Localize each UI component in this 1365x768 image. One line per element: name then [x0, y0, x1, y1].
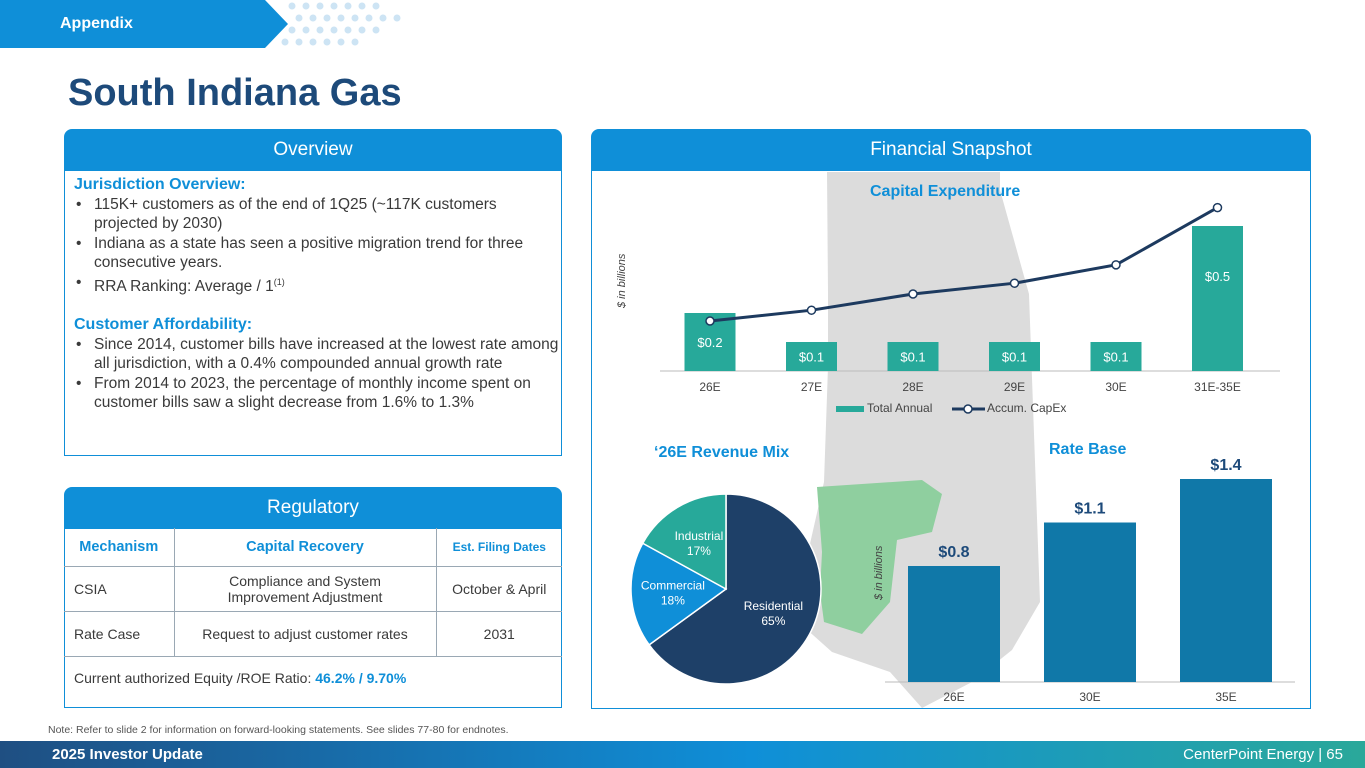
page-title: South Indiana Gas [68, 72, 402, 114]
capex-tick-label: 27E [801, 380, 822, 394]
overview-header: Overview [64, 129, 562, 171]
rate-base-tick-label: 35E [1215, 690, 1236, 704]
column-header: Est. Filing Dates [436, 528, 562, 567]
legend-label-total: Total Annual [867, 401, 932, 415]
rate-base-bar-label: $1.1 [1074, 501, 1105, 518]
table-cell: CSIA [64, 566, 175, 612]
capex-accum-point [1212, 202, 1223, 213]
capex-bar [1090, 342, 1142, 371]
capex-accum-point [806, 305, 817, 315]
equity-ratio-cell: Current authorized Equity /ROE Ratio: 46… [64, 656, 562, 699]
table-row: Current authorized Equity /ROE Ratio: 46… [64, 656, 562, 699]
capex-accum-point [1111, 260, 1121, 270]
table-cell: Compliance and System Improvement Adjust… [174, 566, 437, 612]
footer-bar: 2025 Investor Update CenterPoint Energy … [0, 741, 1365, 768]
equity-ratio-value: 46.2% / 9.70% [315, 669, 407, 686]
capex-bar [989, 342, 1040, 371]
pie-slice-label: Industrial [675, 529, 724, 543]
jurisdiction-list: 115K+ customers as of the end of 1Q25 (~… [74, 195, 559, 297]
footnote-marker: (1) [273, 276, 285, 287]
rra-ranking-text: RRA Ranking: Average / 1 [94, 277, 274, 295]
rate-base-bar [908, 566, 1000, 682]
capex-chart-title: Capital Expenditure [870, 183, 1021, 200]
pie-slice-value: 65% [761, 614, 785, 628]
capex-accum-point [908, 289, 918, 299]
capex-axis-note: $ in billions [616, 253, 628, 308]
column-header: Mechanism [64, 528, 175, 567]
capex-accum-point [1009, 278, 1020, 288]
table-header-row: Mechanism Capital Recovery Est. Filing D… [64, 528, 562, 567]
capex-accum-point [705, 316, 715, 326]
appendix-label: Appendix [60, 15, 133, 32]
capex-chart: $0.2 26E $0.1 27E $0.1 28E $0.1 29E $0.1 30E $0.5 3… [660, 202, 1280, 415]
rate-base-tick-label: 26E [943, 690, 964, 704]
capex-tick-label: 26E [699, 380, 720, 394]
footer-left: 2025 Investor Update [52, 746, 203, 763]
table-cell: 2031 [436, 611, 562, 657]
financial-panel [591, 171, 1311, 709]
list-item: Since 2014, customer bills have increase… [74, 335, 559, 374]
affordability-heading: Customer Affordability: [74, 316, 253, 333]
capex-bar-label: $0.1 [900, 350, 925, 365]
regulatory-header: Regulatory [64, 487, 562, 529]
list-item: 115K+ customers as of the end of 1Q25 (~… [74, 195, 559, 234]
footer-right: CenterPoint Energy | 65 [1183, 746, 1343, 763]
capex-bar [1192, 226, 1243, 371]
table-cell: Rate Case [64, 611, 175, 657]
rate-base-bar [1044, 522, 1136, 682]
rate-base-title: Rate Base [1049, 441, 1127, 458]
pie-slice-residential [648, 493, 822, 685]
rate-base-bar [1180, 479, 1272, 682]
pie-slice-value: 18% [661, 593, 685, 607]
capex-bar-label: $0.1 [1002, 350, 1027, 365]
capex-bar [887, 342, 939, 371]
legend-label-accum: Accum. CapEx [987, 401, 1066, 415]
list-item: RRA Ranking: Average / 1(1) [74, 273, 559, 297]
rate-base-bar-label: $0.8 [938, 544, 969, 561]
capex-accum-line [709, 206, 1219, 323]
jurisdiction-heading: Jurisdiction Overview: [74, 176, 246, 193]
capex-tick-label: 31E-35E [1194, 380, 1241, 394]
pie-slice-label: Residential [744, 599, 803, 613]
revenue-mix-title: ‘26E Revenue Mix [654, 444, 790, 461]
capex-bar-label: $0.5 [1205, 269, 1230, 284]
overview-panel [64, 171, 562, 456]
column-header: Capital Recovery [174, 528, 437, 567]
capex-tick-label: 28E [902, 380, 923, 394]
table-cell: October & April [436, 566, 562, 612]
overview-body: Jurisdiction Overview: 115K+ customers a… [74, 175, 559, 413]
regulatory-table: Mechanism Capital Recovery Est. Filing D… [64, 528, 562, 699]
list-item: Indiana as a state has seen a positive m… [74, 234, 559, 273]
capex-bar [786, 342, 837, 371]
footnote: Note: Refer to slide 2 for information o… [48, 724, 509, 736]
capex-bar-label: $0.1 [1103, 350, 1128, 365]
table-cell: Request to adjust customer rates [174, 611, 437, 657]
financial-header: Financial Snapshot [591, 129, 1311, 171]
table-row: CSIA Compliance and System Improvement A… [64, 566, 562, 612]
pie-slice-value: 17% [687, 544, 711, 558]
equity-ratio-label: Current authorized Equity /ROE Ratio: [74, 669, 312, 686]
pie-slice-label: Commercial [641, 578, 705, 592]
rate-base-bar-label: $1.4 [1210, 457, 1241, 474]
appendix-tab-shape [0, 0, 288, 48]
capex-tick-label: 29E [1004, 380, 1025, 394]
affordability-list: Since 2014, customer bills have increase… [74, 335, 559, 413]
pie-slice-industrial [641, 493, 727, 591]
capex-bar-label: $0.2 [697, 335, 722, 350]
legend-swatch-total [836, 406, 864, 412]
capex-tick-label: 30E [1105, 380, 1126, 394]
table-row: Rate Case Request to adjust customer rat… [64, 611, 562, 657]
rate-base-tick-label: 30E [1079, 690, 1100, 704]
pie-slice-commercial [630, 542, 728, 646]
list-item: From 2014 to 2023, the percentage of mon… [74, 374, 559, 413]
decorative-dots [281, 2, 401, 46]
appendix-tab: Appendix [0, 0, 288, 48]
capex-bar-label: $0.1 [799, 350, 824, 365]
legend-marker-accum [963, 404, 973, 414]
rate-base-chart: $0.8 26E $1.1 30E $1.4 35E [885, 457, 1295, 704]
